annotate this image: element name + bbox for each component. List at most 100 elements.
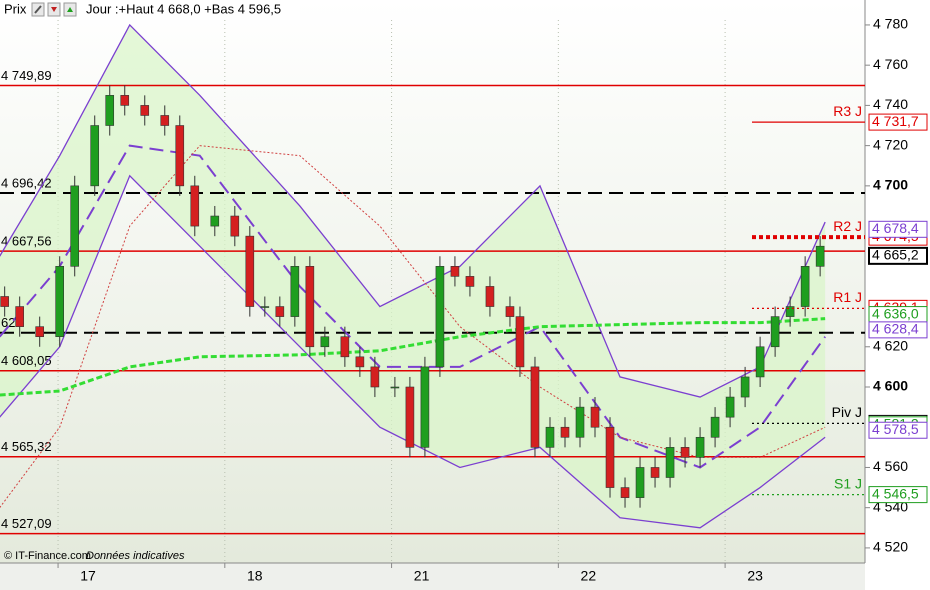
indicator-line: [0, 174, 826, 529]
candle-body: [230, 215, 240, 237]
level-label: 62: [1, 315, 15, 330]
pivot-value: 4 731,7: [872, 113, 919, 129]
x-tick-label: 17: [80, 568, 96, 584]
candle-body: [120, 95, 130, 106]
y-tick-label: 4 760: [873, 56, 908, 72]
y-tick-label: 4 780: [873, 16, 908, 32]
candle-body: [710, 416, 720, 438]
price-value: 4 665,2: [872, 247, 919, 263]
y-tick-label: 4 600: [873, 378, 908, 394]
band-fill: [0, 24, 826, 528]
level-label: 4 608,05: [1, 353, 52, 368]
level-label: 4 749,89: [1, 68, 52, 83]
candle-body: [465, 276, 475, 287]
price-box: [868, 246, 928, 265]
candle-body: [320, 336, 330, 348]
x-tick-label: 23: [747, 568, 763, 584]
price-value: 4 636,0: [872, 305, 919, 321]
x-tick-label: 22: [581, 568, 597, 584]
candle-body: [70, 185, 80, 267]
candle-body: [650, 467, 660, 478]
candle-body: [695, 436, 705, 458]
candle-body: [355, 356, 365, 368]
candle-body: [290, 266, 300, 317]
pivot-name: Piv J: [832, 404, 862, 420]
price-box: [868, 421, 928, 439]
pivot-box: [868, 486, 928, 504]
indicator-line: [0, 144, 826, 469]
x-tick-label: 21: [414, 568, 430, 584]
candle-body: [105, 95, 115, 126]
pivot-value: 4 546,5: [872, 485, 919, 501]
candle-body: [35, 326, 44, 338]
source-note: Données indicatives: [86, 550, 185, 562]
candle-body: [575, 406, 585, 438]
candle-body: [485, 286, 495, 307]
candle-body: [0, 296, 9, 307]
candle-body: [275, 306, 285, 317]
candle-body: [560, 426, 570, 438]
candle-body: [435, 266, 445, 368]
candle-body: [605, 426, 615, 488]
indicator-line: [0, 145, 826, 508]
candle-body: [450, 266, 460, 277]
level-label: 4 565,32: [1, 439, 52, 454]
y-tick-label: 4 700: [873, 177, 908, 193]
x-tick-label: 18: [247, 568, 263, 584]
candle-body: [680, 447, 690, 458]
pivot-name: R1 J: [833, 289, 862, 305]
x-axis-area: [0, 563, 865, 590]
header-label: Prix: [4, 1, 27, 16]
down-arrow: [51, 7, 57, 12]
price-box: [868, 321, 928, 339]
candle-body: [140, 105, 150, 116]
candle-body: [665, 447, 675, 478]
candle-body: [340, 336, 350, 358]
candle-body: [160, 115, 170, 126]
candle-body: [725, 396, 735, 418]
candle-body: [420, 366, 430, 448]
candle-body: [530, 366, 540, 448]
candle-body: [15, 306, 24, 327]
candle-body: [800, 266, 810, 307]
indicator-line: [0, 23, 826, 398]
pivot-box: [868, 113, 928, 131]
candle-body: [245, 235, 255, 307]
price-value: 4 678,4: [872, 220, 919, 236]
up-arrow: [67, 7, 73, 12]
pivot-name: R3 J: [833, 103, 862, 119]
candle-body: [90, 125, 100, 187]
y-tick-label: 4 740: [873, 96, 908, 112]
source: © IT-Finance.com: [4, 550, 91, 562]
pivot-name: R2 J: [833, 218, 862, 234]
candle-body: [740, 376, 750, 398]
price-value: 4 578,5: [872, 421, 919, 437]
indicator-line: [0, 317, 826, 397]
price-box: [868, 220, 928, 238]
candle-body: [755, 346, 765, 378]
candle-body: [210, 215, 220, 227]
candle-body: [405, 386, 415, 448]
candle-body: [260, 306, 270, 308]
candle-body: [620, 487, 630, 498]
candle-body: [590, 406, 600, 428]
candle-body: [635, 467, 645, 498]
wrench: [34, 5, 42, 14]
candle-body: [55, 266, 65, 338]
candle-body: [770, 316, 780, 348]
candle-body: [190, 185, 200, 227]
chart-title: Jour :+Haut 4 668,0 +Bas 4 596,5: [86, 1, 281, 16]
candle-body: [545, 426, 555, 448]
candle-body: [175, 125, 185, 187]
candle-body: [370, 366, 380, 388]
y-tick-label: 4 620: [873, 337, 908, 353]
pivot-name: S1 J: [834, 475, 862, 491]
candle-body: [815, 245, 825, 267]
candle-body: [390, 386, 400, 389]
y-tick-label: 4 520: [873, 539, 908, 555]
y-tick-label: 4 560: [873, 458, 908, 474]
candle-body: [785, 306, 795, 317]
price-value: 4 628,4: [872, 321, 919, 337]
level-label: 4 667,56: [1, 234, 52, 249]
